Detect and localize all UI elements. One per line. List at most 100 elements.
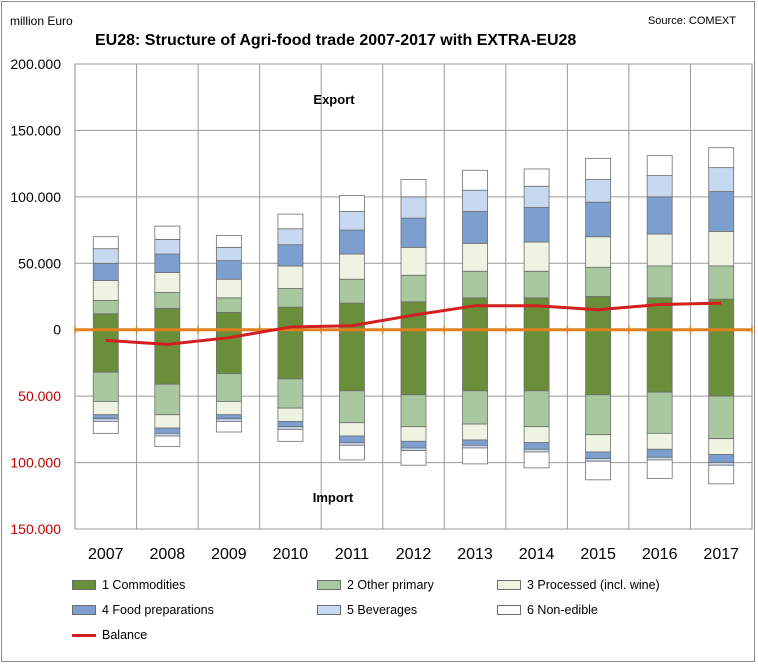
bar-import-segment <box>339 444 365 461</box>
legend-swatch <box>497 605 521 615</box>
bar-export-segment <box>154 225 181 240</box>
bar-export-segment <box>523 297 550 331</box>
y-tick-label: 50.000 <box>18 255 61 271</box>
bar-import-segment <box>462 447 488 465</box>
x-tick-label: 2008 <box>150 546 186 563</box>
bar-export-segment <box>215 297 242 313</box>
legend-item: 1 Commodities <box>72 578 185 592</box>
bar-export-segment <box>646 155 673 177</box>
bar-import-segment <box>400 426 427 442</box>
bar-export-segment <box>154 272 181 293</box>
bar-export-segment <box>462 242 488 272</box>
bar-export-segment <box>523 185 550 208</box>
bar-import-segment <box>215 373 242 402</box>
bar-import-segment <box>92 371 119 402</box>
legend-swatch <box>497 580 521 590</box>
bar-export-segment <box>154 308 181 331</box>
legend-label: 3 Processed (incl. wine) <box>527 578 660 592</box>
legend-swatch <box>72 580 96 590</box>
bar-export-segment <box>708 265 735 300</box>
bar-export-segment <box>462 270 488 299</box>
legend-swatch <box>317 580 341 590</box>
bar-export-segment <box>277 213 304 230</box>
bar-export-segment <box>585 236 612 268</box>
bar-import-segment <box>154 414 181 429</box>
legend-label: 5 Beverages <box>347 603 418 617</box>
bar-export-segment <box>585 157 612 180</box>
bar-export-segment <box>400 217 427 248</box>
bar-import-segment <box>462 439 488 446</box>
bar-import-segment <box>708 438 735 455</box>
x-tick-label: 2017 <box>703 546 739 563</box>
bar-export-segment <box>708 191 735 232</box>
bar-import-segment <box>585 434 612 453</box>
bar-import-segment <box>523 442 550 450</box>
x-tick-label: 2009 <box>211 546 247 563</box>
bar-export-segment <box>92 280 119 301</box>
bar-export-segment <box>585 266 612 297</box>
bar-export-segment <box>646 265 673 299</box>
bar-import-segment <box>523 390 550 428</box>
bar-export-segment <box>462 189 488 212</box>
bar-export-segment <box>646 196 673 235</box>
bar-export-segment <box>462 169 488 191</box>
bar-export-segment <box>339 211 365 231</box>
bar-export-segment <box>585 296 612 331</box>
bar-import-segment <box>708 395 735 440</box>
bar-export-segment <box>154 238 181 255</box>
bar-import-segment <box>277 407 304 422</box>
bar-import-segment <box>585 460 612 481</box>
bar-import-segment <box>646 448 673 458</box>
bar-export-segment <box>277 265 304 289</box>
bar-export-segment <box>92 236 119 250</box>
bar-export-segment <box>154 292 181 309</box>
balance-line <box>105 301 722 346</box>
y-tick-label: 100.000 <box>10 189 61 205</box>
bar-import-segment <box>92 414 119 420</box>
bar-import-segment <box>523 426 550 444</box>
bar-export-segment <box>400 196 427 219</box>
bar-export-segment <box>92 262 119 281</box>
x-tick-label: 2007 <box>88 546 124 563</box>
bar-import-segment <box>92 420 119 434</box>
bar-import-segment <box>400 329 427 396</box>
source-label: Source: COMEXT <box>647 15 736 27</box>
unit-label: million Euro <box>10 14 73 28</box>
y-tick-label: 0 <box>53 322 61 338</box>
bar-import-segment <box>646 432 673 450</box>
bar-import-segment <box>277 329 304 380</box>
legend-label: Balance <box>102 628 148 642</box>
bar-export-segment <box>400 179 427 198</box>
legend-line-swatch <box>72 633 96 637</box>
bar-export-segment <box>277 244 304 267</box>
bar-import-segment <box>154 427 181 434</box>
legend-item: 5 Beverages <box>317 603 417 617</box>
bar-import-segment <box>339 435 365 444</box>
bar-export-segment <box>339 229 365 255</box>
bar-import-segment <box>277 428 304 442</box>
x-tick-label: 2013 <box>457 546 493 563</box>
bar-export-segment <box>462 211 488 244</box>
bar-import-segment <box>154 383 181 416</box>
bar-export-segment <box>585 179 612 203</box>
y-tick-label: 100.000 <box>10 455 61 471</box>
bar-export-segment <box>708 230 735 267</box>
import-annotation: Import <box>313 490 354 505</box>
bar-export-segment <box>215 278 242 299</box>
bar-export-segment <box>339 278 365 304</box>
bar-import-segment <box>646 459 673 479</box>
bar-export-segment <box>585 201 612 238</box>
bar-export-segment <box>215 260 242 280</box>
bar-export-segment <box>92 313 119 331</box>
bar-export-segment <box>339 253 365 280</box>
bar-import-segment <box>708 454 735 463</box>
bar-import-segment <box>400 440 427 449</box>
bar-import-segment <box>277 378 304 409</box>
bar-import-segment <box>708 464 735 485</box>
legend-swatch <box>72 605 96 615</box>
bar-export-segment <box>92 300 119 315</box>
bar-export-segment <box>646 233 673 267</box>
bar-import-segment <box>646 391 673 434</box>
bar-export-segment <box>400 274 427 303</box>
legend-label: 6 Non-edible <box>527 603 598 617</box>
